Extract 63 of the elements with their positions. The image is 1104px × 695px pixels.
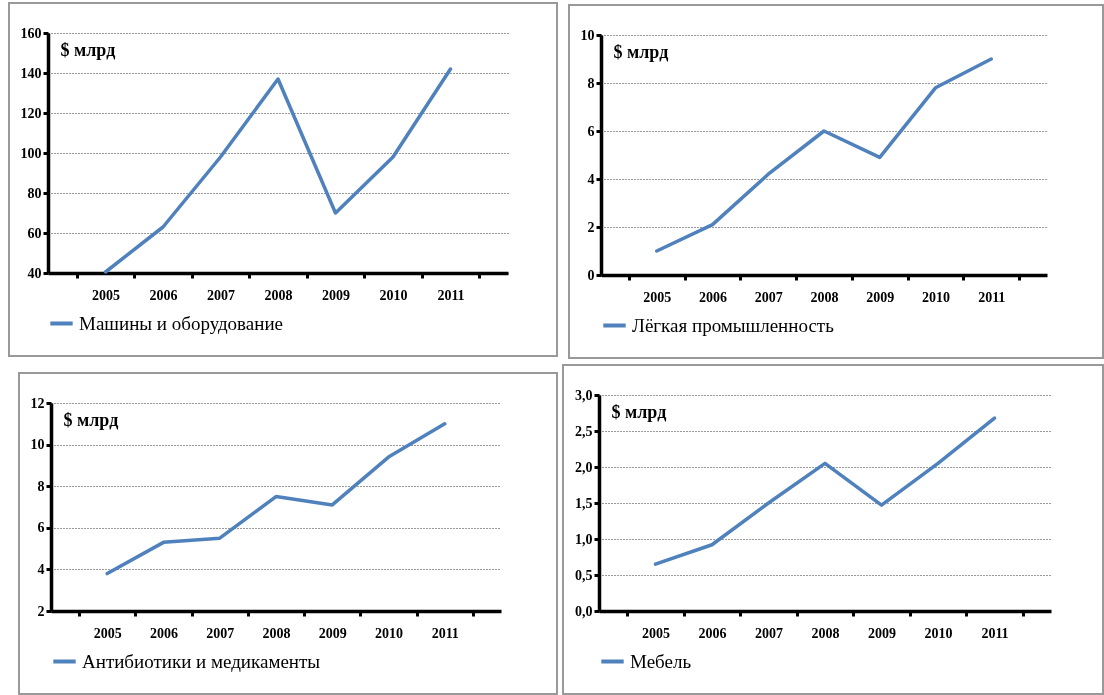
line-series	[103, 67, 453, 274]
y-tick-label: 2,0	[575, 459, 593, 475]
x-tick-label: 2005	[642, 625, 670, 641]
y-tick-label: 10	[30, 437, 45, 453]
y-tick-label: 0,5	[575, 567, 593, 583]
y-tick-label: 6	[37, 520, 45, 536]
y-tick-label: 3,0	[575, 387, 593, 403]
x-tick-label: 2005	[643, 289, 672, 305]
y-tick-label: 2,5	[575, 423, 593, 439]
x-tick-label: 2010	[379, 287, 408, 303]
y-tick-label: 120	[20, 105, 42, 121]
x-tick-label: 2009	[866, 289, 895, 305]
y-tick-label: 140	[20, 65, 42, 81]
y-axis-title: $ млрд	[63, 409, 119, 430]
x-tick-label: 2008	[264, 287, 293, 303]
x-tick-label: 2010	[375, 625, 403, 641]
x-tick-label: 2005	[92, 287, 120, 303]
y-axis-title: $ млрд	[613, 41, 669, 62]
x-tick-label: 2008	[811, 625, 840, 641]
legend-label: Лёгкая промышленность	[632, 314, 835, 336]
y-tick-label: 160	[20, 25, 42, 41]
x-tick-label: 2008	[810, 289, 839, 305]
x-tick-label: 2011	[978, 289, 1006, 305]
x-tick-label: 2011	[981, 625, 1009, 641]
x-tick-label: 2005	[93, 625, 122, 641]
y-tick-label: 2	[587, 219, 595, 235]
x-tick-label: 2011	[437, 287, 465, 303]
x-tick-label: 2007	[755, 625, 783, 641]
y-tick-label: 1,5	[575, 495, 593, 511]
y-tick-label: 8	[587, 75, 595, 91]
y-tick-label: 100	[20, 145, 42, 161]
y-tick-label: 1,0	[575, 531, 593, 547]
x-tick-label: 2006	[149, 287, 178, 303]
x-tick-label: 2007	[207, 287, 235, 303]
y-tick-label: 10	[580, 27, 595, 43]
y-tick-label: 40	[27, 265, 42, 281]
y-tick-label: 2	[37, 603, 45, 619]
legend-label: Машины и оборудование	[79, 312, 284, 334]
x-tick-label: 2010	[922, 289, 950, 305]
x-tick-label: 2008	[262, 625, 291, 641]
x-tick-label: 2011	[431, 625, 459, 641]
y-tick-label: 4	[37, 561, 45, 577]
x-tick-label: 2006	[150, 625, 178, 641]
y-tick-label: 6	[587, 123, 595, 139]
x-tick-label: 2007	[754, 289, 783, 305]
y-tick-label: 60	[27, 225, 42, 241]
y-tick-label: 80	[27, 185, 42, 201]
x-tick-label: 2009	[318, 625, 347, 641]
x-tick-label: 2006	[699, 289, 727, 305]
y-tick-label: 12	[30, 395, 45, 411]
x-tick-label: 2009	[322, 287, 350, 303]
legend-label: Мебель	[630, 650, 692, 672]
x-tick-label: 2009	[868, 625, 896, 641]
y-tick-label: 0	[587, 267, 595, 283]
y-tick-label: 4	[587, 171, 595, 187]
x-tick-label: 2010	[924, 625, 953, 641]
legend-label: Антибиотики и медикаменты	[82, 650, 321, 672]
y-tick-label: 0,0	[575, 603, 593, 619]
x-tick-label: 2006	[698, 625, 727, 641]
y-tick-label: 8	[37, 478, 45, 494]
y-axis-title: $ млрд	[60, 39, 116, 60]
x-tick-label: 2007	[206, 625, 235, 641]
y-axis-title: $ млрд	[611, 401, 667, 422]
